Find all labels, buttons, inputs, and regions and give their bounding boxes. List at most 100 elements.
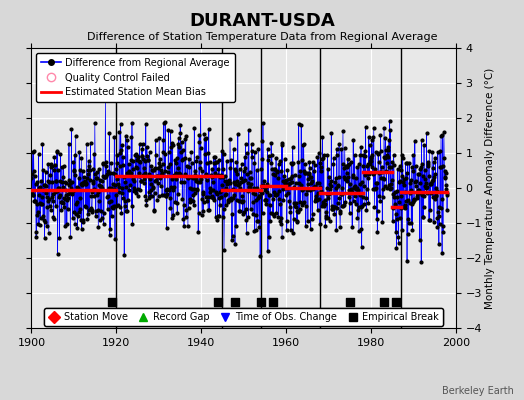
Point <box>369 186 378 192</box>
Point <box>32 200 41 207</box>
Point <box>162 193 170 200</box>
Point <box>403 231 412 237</box>
Point <box>391 229 400 236</box>
Point <box>344 156 352 162</box>
Point <box>56 192 64 198</box>
Point <box>176 171 184 177</box>
Point <box>294 208 302 214</box>
Point <box>405 160 413 166</box>
Point <box>405 220 413 226</box>
Point <box>255 223 263 230</box>
Point <box>335 210 344 216</box>
Point <box>239 177 248 184</box>
Text: Berkeley Earth: Berkeley Earth <box>442 386 514 396</box>
Point <box>253 166 261 173</box>
Point <box>133 153 141 159</box>
Point <box>432 192 440 198</box>
Point <box>389 152 398 158</box>
Point <box>282 177 290 184</box>
Point <box>83 216 92 222</box>
Point <box>73 224 82 231</box>
Point <box>59 174 67 180</box>
Point <box>201 173 209 179</box>
Point <box>355 181 364 187</box>
Point <box>224 197 232 203</box>
Point <box>101 92 110 98</box>
Point <box>92 175 101 181</box>
Point <box>29 148 38 154</box>
Point <box>235 166 244 173</box>
Point <box>365 134 373 140</box>
Point <box>342 170 351 176</box>
Point <box>140 165 148 171</box>
Point <box>47 207 56 214</box>
Point <box>67 126 75 133</box>
Point <box>239 168 248 174</box>
Point <box>188 192 196 198</box>
Point <box>377 148 385 154</box>
Point <box>191 167 200 174</box>
Point <box>392 194 401 201</box>
Point <box>207 171 215 178</box>
Point <box>246 181 255 188</box>
Point <box>49 191 57 198</box>
Point <box>301 169 309 176</box>
Point <box>108 204 117 211</box>
Point <box>263 200 271 207</box>
Point <box>246 169 254 175</box>
Point <box>410 197 418 203</box>
Point <box>71 172 80 178</box>
Point <box>171 157 179 164</box>
Point <box>383 160 391 166</box>
Point <box>228 195 237 202</box>
Point <box>427 190 435 196</box>
Point <box>99 161 107 167</box>
Point <box>362 195 370 202</box>
Point <box>216 171 225 178</box>
Point <box>28 190 36 196</box>
Point <box>195 179 204 185</box>
Point <box>323 214 332 221</box>
Point <box>152 173 161 180</box>
Point <box>291 202 299 209</box>
Point <box>194 229 202 235</box>
Point <box>76 194 84 201</box>
Point <box>379 186 387 192</box>
Point <box>289 144 297 150</box>
Point <box>414 170 422 177</box>
Point <box>165 187 173 193</box>
Point <box>411 178 420 184</box>
Point <box>377 174 385 181</box>
Point <box>422 179 430 186</box>
Point <box>118 162 127 168</box>
Point <box>388 177 396 183</box>
Point <box>416 237 424 244</box>
Point <box>376 132 385 139</box>
Point <box>397 167 406 173</box>
Point <box>145 171 153 177</box>
Point <box>347 159 355 165</box>
Point <box>248 199 257 206</box>
Point <box>318 134 326 140</box>
Point <box>318 203 326 209</box>
Point <box>401 205 409 211</box>
Point <box>271 166 279 172</box>
Point <box>74 175 83 181</box>
Point <box>417 259 425 266</box>
Point <box>340 202 348 208</box>
Point <box>119 195 128 202</box>
Point <box>143 202 151 209</box>
Point <box>54 184 62 191</box>
Point <box>303 170 311 176</box>
Point <box>40 216 48 223</box>
Point <box>434 149 442 156</box>
Point <box>253 218 261 224</box>
Point <box>402 197 410 204</box>
Point <box>130 187 139 193</box>
Point <box>126 170 135 176</box>
Point <box>281 180 289 187</box>
Point <box>104 192 113 199</box>
Point <box>170 184 179 190</box>
Point <box>115 188 123 195</box>
Point <box>440 154 449 161</box>
